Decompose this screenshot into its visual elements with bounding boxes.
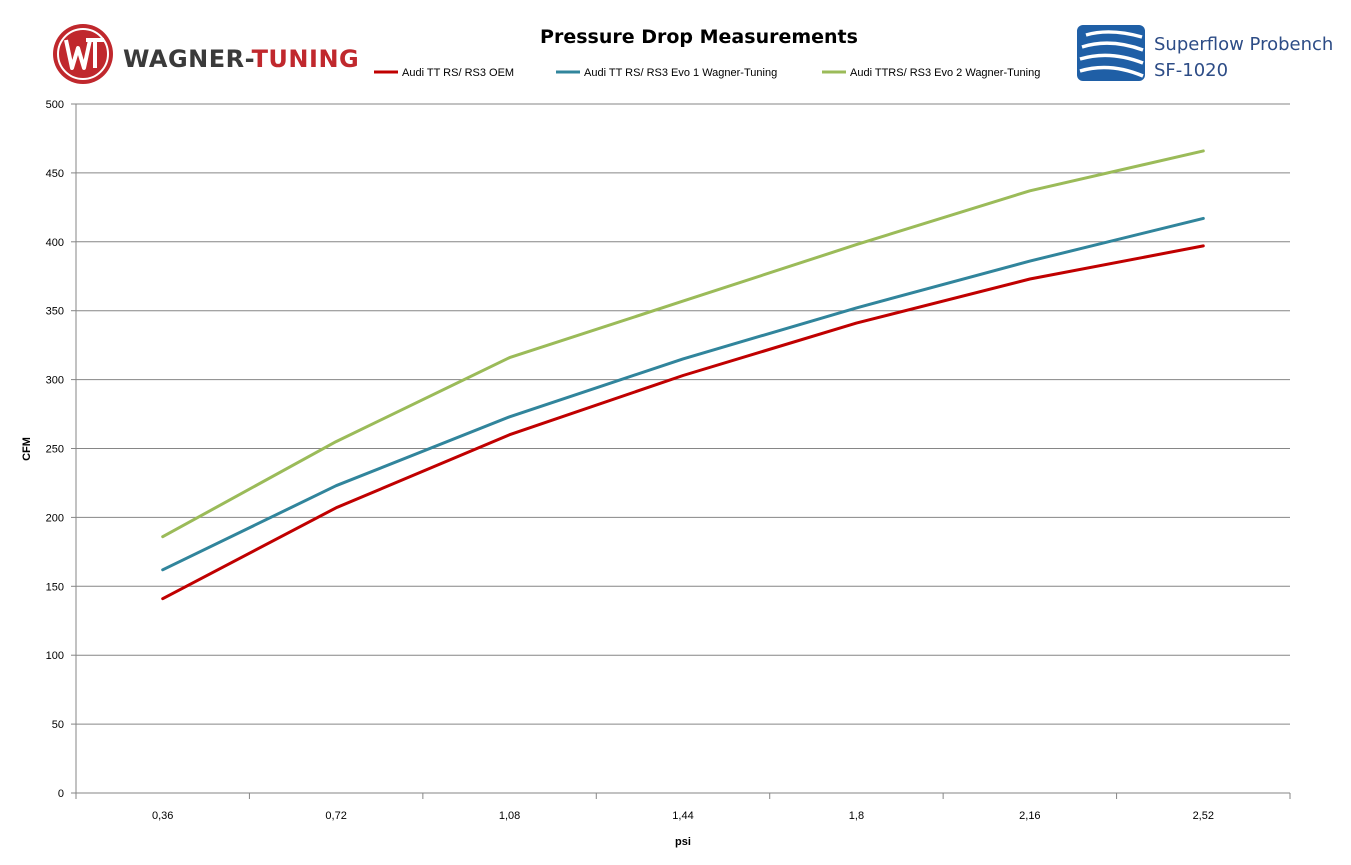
x-tick-label-4: 1,8 [849, 810, 864, 822]
wagner-brand-text: WAGNER-TUNING [123, 45, 359, 73]
y-tick-label-400: 400 [46, 237, 64, 249]
wagner-brand-suffix: TUNING [252, 45, 360, 73]
x-tick-label-2: 1,08 [499, 810, 520, 822]
chart-legend: Audi TT RS/ RS3 OEM Audi TT RS/ RS3 Evo 1… [374, 67, 1040, 79]
superflow-title: Superflow Probench [1154, 34, 1333, 55]
y-tick-label-450: 450 [46, 168, 64, 180]
legend-label-0: Audi TT RS/ RS3 OEM [402, 67, 514, 79]
series-line-1 [161, 216, 1205, 572]
legend-label-1: Audi TT RS/ RS3 Evo 1 Wagner-Tuning [584, 67, 777, 79]
series-line-2 [161, 149, 1205, 539]
y-tick-label-200: 200 [46, 512, 64, 524]
legend-label-2: Audi TTRS/ RS3 Evo 2 Wagner-Tuning [850, 67, 1040, 79]
y-tick-label-350: 350 [46, 306, 64, 318]
gridlines [76, 103, 1290, 725]
x-tick-label-1: 0,72 [325, 810, 346, 822]
x-tick-label-5: 2,16 [1019, 810, 1040, 822]
x-tick-label-6: 2,52 [1193, 810, 1214, 822]
y-tick-label-50: 50 [52, 719, 64, 731]
y-tick-label-500: 500 [46, 99, 64, 111]
chart-title: Pressure Drop Measurements [540, 26, 858, 48]
wagner-brand-prefix: WAGNER- [123, 45, 254, 73]
y-tick-label-100: 100 [46, 650, 64, 662]
wagner-logo-ring [57, 28, 109, 80]
y-axis-label: CFM [21, 437, 33, 461]
x-tick-label-3: 1,44 [672, 810, 693, 822]
legend-item-0: Audi TT RS/ RS3 OEM [374, 67, 514, 79]
y-tick-label-0: 0 [58, 788, 64, 800]
superflow-logo: Superflow Probench SF-1020 [1077, 25, 1333, 81]
x-axis-label: psi [675, 836, 691, 848]
legend-item-1: Audi TT RS/ RS3 Evo 1 Wagner-Tuning [556, 67, 777, 79]
series-line-0 [161, 244, 1205, 601]
y-tick-label-300: 300 [46, 375, 64, 387]
wagner-logo-monogram [64, 38, 104, 70]
wagner-tuning-logo: WAGNER-TUNING [53, 24, 359, 84]
wagner-logo-badge [53, 24, 113, 84]
axes: 0 50 100 150 200 250 300 350 400 450 500 0,36 0,72 1,… [46, 99, 1291, 822]
legend-item-2: Audi TTRS/ RS3 Evo 2 Wagner-Tuning [822, 67, 1040, 79]
superflow-logo-waves [1079, 30, 1144, 78]
y-tick-label-150: 150 [46, 581, 64, 593]
x-tick-label-0: 0,36 [152, 810, 173, 822]
superflow-model: SF-1020 [1154, 60, 1228, 81]
y-tick-label-250: 250 [46, 444, 64, 456]
series-lines [161, 149, 1205, 601]
